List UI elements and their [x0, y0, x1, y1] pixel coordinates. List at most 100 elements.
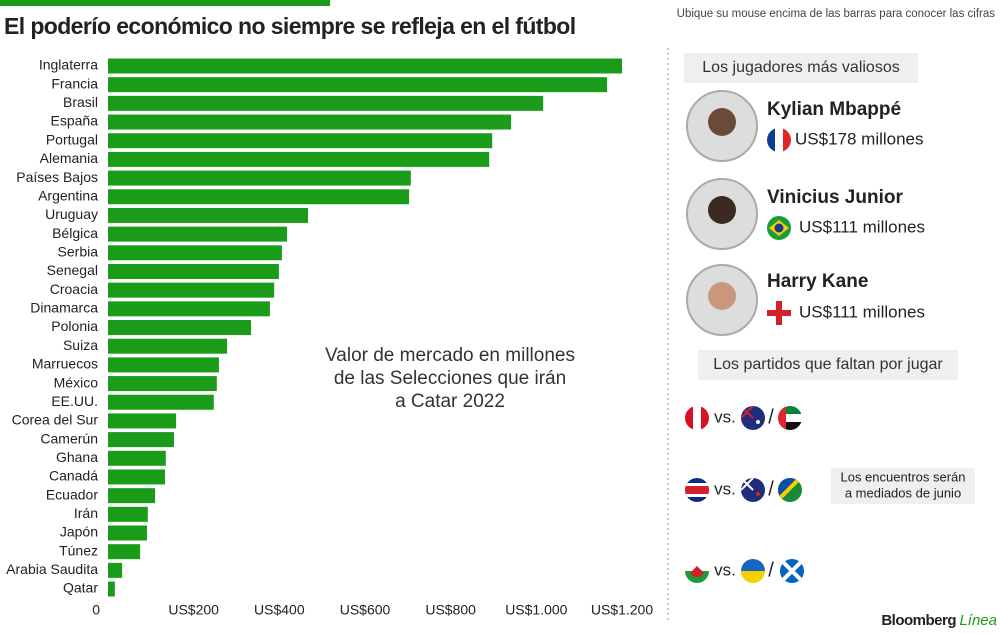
bar[interactable]	[108, 413, 177, 429]
brand: Línea	[959, 612, 997, 629]
bar[interactable]	[108, 394, 214, 410]
label-box	[698, 350, 958, 380]
bar[interactable]	[108, 525, 147, 541]
y-tick-label: Japón	[60, 524, 98, 540]
bar[interactable]	[108, 151, 490, 167]
y-tick-label: Francia	[51, 75, 98, 91]
y-tick-label: Suiza	[63, 337, 98, 353]
player-name: Harry Kane	[767, 271, 868, 292]
annotation: Valor de mercado en millones de las Sele…	[325, 345, 575, 412]
player-value: US$111 millones	[799, 302, 925, 321]
y-tick-label: Serbia	[58, 244, 99, 260]
bar[interactable]	[108, 357, 219, 373]
bar[interactable]	[108, 506, 148, 522]
player-value: US$178 millones	[795, 129, 924, 148]
separator: /	[768, 406, 774, 428]
player: Harry Kane US$111 millones	[686, 264, 925, 336]
player-photo	[708, 108, 736, 136]
x-tick-label: US$800	[425, 602, 476, 618]
y-tick-label: Alemania	[40, 150, 99, 166]
y-tick-label: Marruecos	[32, 356, 98, 372]
bar[interactable]	[108, 226, 288, 242]
match: vs. /	[685, 406, 802, 430]
vs: vs.	[714, 560, 736, 579]
player-photo	[708, 282, 736, 310]
note-box	[831, 468, 975, 504]
y-tick-label: Polonia	[51, 318, 98, 334]
x-tick-label: 0	[92, 602, 100, 618]
bar[interactable]	[108, 301, 270, 317]
y-tick-label: Ghana	[56, 449, 98, 465]
bar[interactable]	[108, 245, 282, 261]
y-tick-label: Camerún	[40, 430, 98, 446]
bar[interactable]	[108, 133, 493, 149]
players-title: Los jugadores más valiosos	[702, 59, 899, 76]
flag	[780, 559, 804, 583]
y-tick-label: Qatar	[63, 580, 98, 596]
y-tick-label: Portugal	[46, 131, 98, 147]
player-photo	[708, 196, 736, 224]
y-tick-label: Senegal	[47, 262, 98, 278]
y-tick-label: España	[51, 113, 99, 129]
bar[interactable]	[108, 450, 166, 466]
matches-note: Los encuentros serán	[840, 469, 965, 484]
match: vs. /	[685, 559, 804, 583]
bar[interactable]	[108, 58, 622, 74]
title: El poderío económico no siempre se refle…	[4, 13, 576, 39]
label-box	[684, 53, 918, 83]
matches-title: Los partidos que faltan por jugar	[713, 356, 943, 373]
flag	[685, 406, 709, 430]
bar[interactable]	[108, 562, 123, 578]
separator: /	[768, 559, 774, 581]
bar[interactable]	[108, 338, 228, 354]
flag	[741, 559, 765, 583]
bar[interactable]	[108, 114, 512, 130]
bar[interactable]	[108, 544, 141, 560]
bar[interactable]	[108, 77, 608, 93]
bar[interactable]	[108, 320, 252, 336]
vs: vs.	[714, 479, 736, 498]
x-tick-label: US$1.000	[505, 602, 567, 618]
y-tick-label: Canadá	[49, 468, 98, 484]
annotation-line: de las Selecciones que irán	[334, 368, 566, 389]
hint: Ubique su mouse encima de las barras par…	[677, 8, 996, 20]
title-accent	[0, 0, 330, 6]
bar[interactable]	[108, 376, 217, 392]
annotation-line: Valor de mercado en millones	[325, 345, 575, 366]
flag	[767, 301, 791, 325]
x-tick-label: US$200	[168, 602, 219, 618]
bar[interactable]	[108, 432, 174, 448]
flag	[778, 406, 802, 430]
y-tick-label: EE.UU.	[51, 393, 98, 409]
annotation-line: a Catar 2022	[395, 391, 505, 412]
bar[interactable]	[108, 488, 156, 504]
bar[interactable]	[108, 189, 410, 205]
bar[interactable]	[108, 282, 275, 298]
flag	[767, 216, 791, 240]
flag	[685, 559, 709, 583]
flag	[741, 406, 765, 430]
y-tick-label: Túnez	[59, 542, 98, 558]
flag	[767, 128, 791, 152]
flag	[741, 478, 765, 502]
player: Vinicius Junior US$111 millones	[686, 178, 925, 250]
player: Kylian Mbappé US$178 millones	[686, 90, 924, 162]
y-tick-label: Ecuador	[46, 486, 98, 502]
bar[interactable]	[108, 263, 279, 279]
match: vs. /	[685, 478, 802, 502]
flag	[778, 478, 802, 502]
y-tick-label: México	[54, 374, 99, 390]
bar[interactable]	[108, 170, 411, 186]
flag	[685, 478, 709, 502]
bar[interactable]	[108, 95, 544, 111]
bar[interactable]	[108, 469, 165, 485]
player-value: US$111 millones	[799, 217, 925, 236]
bar[interactable]	[108, 581, 115, 597]
y-tick-label: Brasil	[63, 94, 98, 110]
y-tick-label: Bélgica	[52, 225, 98, 241]
y-tick-label: Corea del Sur	[12, 412, 99, 428]
y-tick-label: Dinamarca	[30, 300, 98, 316]
separator: /	[768, 478, 774, 500]
bar[interactable]	[108, 207, 309, 223]
